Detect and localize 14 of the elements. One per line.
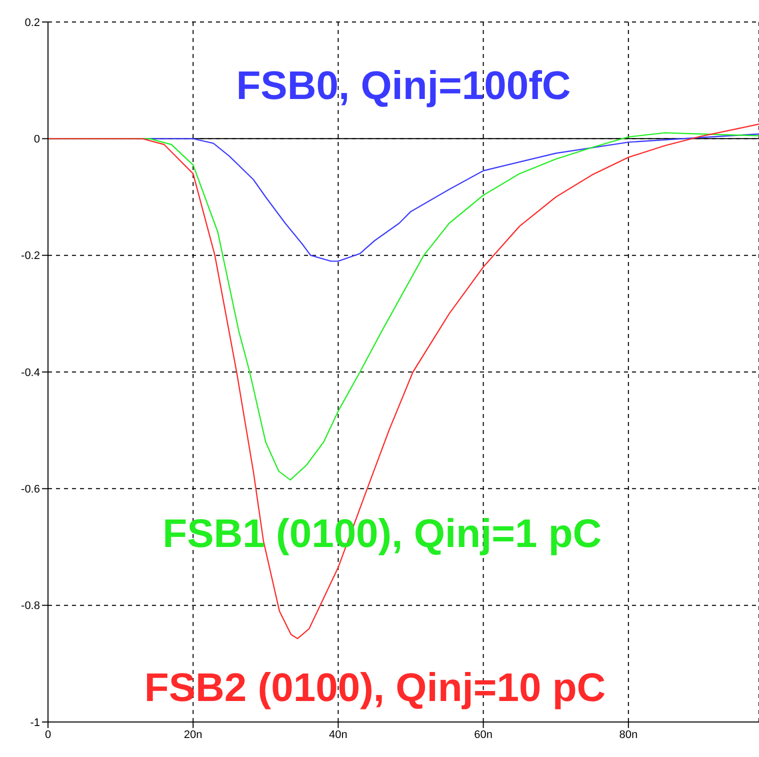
y-tick-label: 0.2 (24, 16, 40, 29)
y-tick-label: -0.8 (21, 600, 40, 612)
x-tick-label: 60n (474, 728, 492, 741)
y-tick-label: -0.4 (21, 366, 40, 379)
y-tick-label: -0.6 (21, 484, 40, 496)
x-tick-label: 20n (184, 728, 202, 741)
y-tick-label: 0 (34, 134, 40, 146)
y-tick-label: -0.2 (21, 250, 40, 262)
text: FSB2 (0100), Qinj=10 pC (144, 666, 606, 711)
y-tick-label: -1 (30, 716, 40, 729)
series-label: FSB0, Qinj=100fC (236, 64, 571, 109)
x-tick-label: 40n (329, 728, 348, 741)
x-tick-label: 0 (44, 728, 52, 741)
x-tick-label: 80n (619, 728, 638, 741)
